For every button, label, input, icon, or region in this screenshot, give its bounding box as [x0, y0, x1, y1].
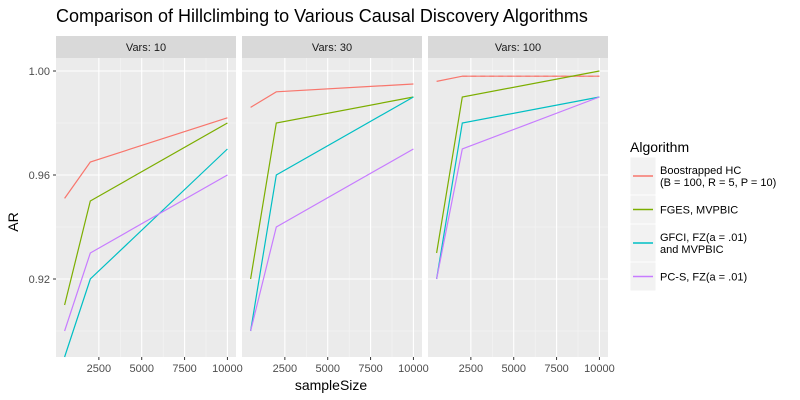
x-tick-label: 5000: [501, 363, 525, 375]
series-line-pcs: [436, 96, 600, 280]
series-line-gfci: [250, 96, 414, 332]
strip-background: [56, 36, 236, 58]
legend-entry-fges: FGES, MVPBIC: [629, 194, 738, 225]
x-axis-title: sampleSize: [295, 377, 368, 393]
panel-background: [428, 58, 608, 357]
panel-3: Vars: 100 2500 5000 7500 10000: [428, 36, 615, 375]
series-line-fges: [64, 122, 228, 306]
series-line-pcs: [250, 148, 414, 332]
strip-label: Vars: 30: [312, 42, 352, 54]
legend-label: Boostrapped HC: [660, 165, 741, 177]
panel-2: Vars: 30 2500 5000 7500 10000: [242, 36, 429, 375]
legend-label: FGES, MVPBIC: [660, 205, 738, 217]
x-tick-label: 5000: [129, 363, 153, 375]
x-tick-label: 2500: [87, 363, 111, 375]
series-line-gfci: [436, 96, 600, 280]
x-tick-label: 10000: [584, 363, 615, 375]
legend-label: PC-S, FZ(a = .01): [660, 272, 747, 284]
series-line-fges: [436, 70, 600, 254]
x-tick-label: 10000: [398, 363, 429, 375]
y-tick-label: 1.00: [29, 66, 50, 78]
strip-label: Vars: 10: [126, 42, 166, 54]
strip-label: Vars: 100: [495, 42, 541, 54]
x-tick-label: 2500: [459, 363, 483, 375]
series-line-fges: [250, 96, 414, 280]
y-tick-label: 0.96: [29, 170, 50, 182]
legend-entry-pcs: PC-S, FZ(a = .01): [629, 261, 747, 292]
series-line-hc: [64, 117, 228, 199]
panel-background: [56, 58, 236, 357]
y-tick-label: 0.92: [29, 274, 50, 286]
legend-entry-gfci: GFCI, FZ(a = .01)and MVPBIC: [629, 223, 747, 263]
x-tick-label: 7500: [358, 363, 382, 375]
legend-title: Algorithm: [630, 139, 689, 155]
x-tick-label: 2500: [273, 363, 297, 375]
series-line-gfci: [64, 148, 228, 358]
x-tick-label: 7500: [172, 363, 196, 375]
legend-entry-hc: Boostrapped HC(B = 100, R = 5, P = 10): [629, 156, 776, 196]
legend-label: (B = 100, R = 5, P = 10): [660, 177, 776, 189]
strip-background: [242, 36, 422, 58]
panel-background: [242, 58, 422, 357]
panel-1: Vars: 10 2500 5000 7500 10000 0.92 0.96 1.00: [29, 36, 243, 375]
x-tick-label: 10000: [212, 363, 243, 375]
y-axis-title: AR: [5, 212, 21, 231]
series-line-hc: [250, 83, 414, 108]
legend-label: GFCI, FZ(a = .01): [660, 232, 747, 244]
x-tick-label: 7500: [544, 363, 568, 375]
x-tick-label: 5000: [315, 363, 339, 375]
chart-title: Comparison of Hillclimbing to Various Ca…: [56, 6, 588, 26]
strip-background: [428, 36, 608, 58]
legend-label: and MVPBIC: [660, 244, 724, 256]
series-line-pcs: [64, 174, 228, 332]
